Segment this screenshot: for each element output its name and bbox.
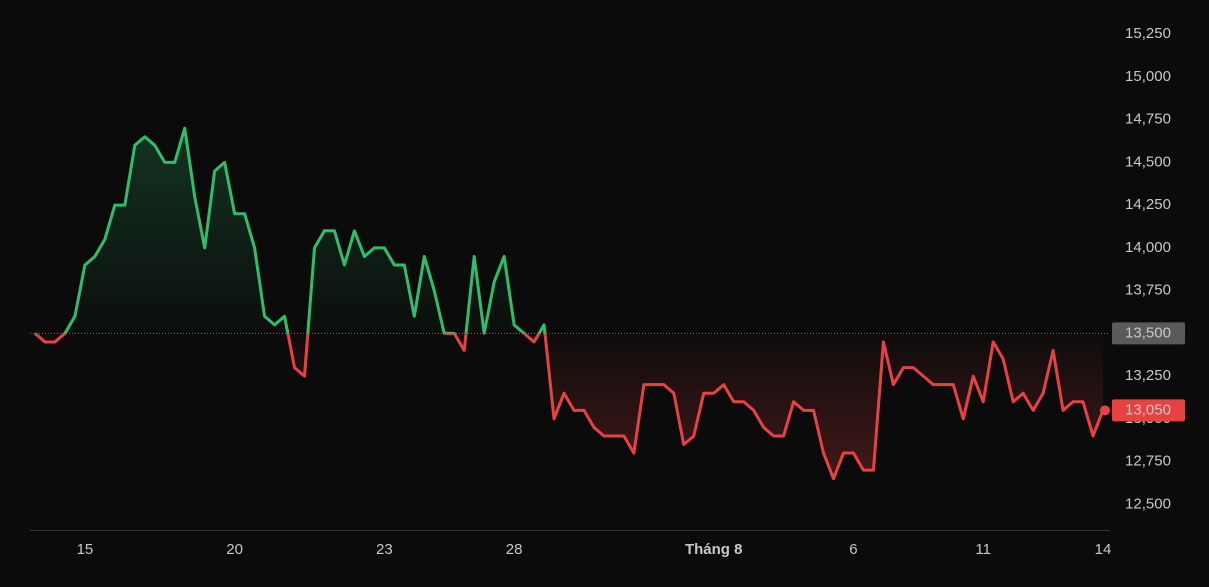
baseline-label: 13,500 (1125, 324, 1171, 341)
y-tick-label: 15,000 (1125, 68, 1171, 85)
y-tick-label: 14,500 (1125, 153, 1171, 170)
y-tick-label: 14,750 (1125, 111, 1171, 128)
current-price-dot (1100, 405, 1110, 416)
x-tick-label: 11 (975, 541, 991, 558)
y-tick-label: 14,000 (1125, 239, 1171, 256)
current-price-label: 13,050 (1125, 401, 1171, 418)
price-line (34, 126, 1105, 481)
area-fill (35, 128, 1103, 479)
baseline-label-box (1112, 322, 1185, 345)
x-tick-label: 23 (376, 541, 393, 558)
y-tick-label: 14,250 (1125, 196, 1171, 213)
x-tick-label: 6 (849, 541, 857, 558)
current-price-box (1112, 399, 1185, 422)
x-tick-label: Tháng 8 (685, 541, 743, 558)
x-tick-label: 14 (1095, 541, 1112, 558)
y-tick-label: 12,750 (1125, 453, 1171, 470)
x-tick-label: 15 (77, 541, 94, 558)
y-tick-label: 13,250 (1125, 367, 1171, 384)
x-tick-label: 28 (506, 541, 523, 558)
y-tick-label: 12,500 (1125, 495, 1171, 512)
y-tick-label: 13,750 (1125, 282, 1171, 299)
x-tick-label: 20 (226, 541, 243, 558)
y-tick-label: 15,250 (1125, 25, 1171, 42)
